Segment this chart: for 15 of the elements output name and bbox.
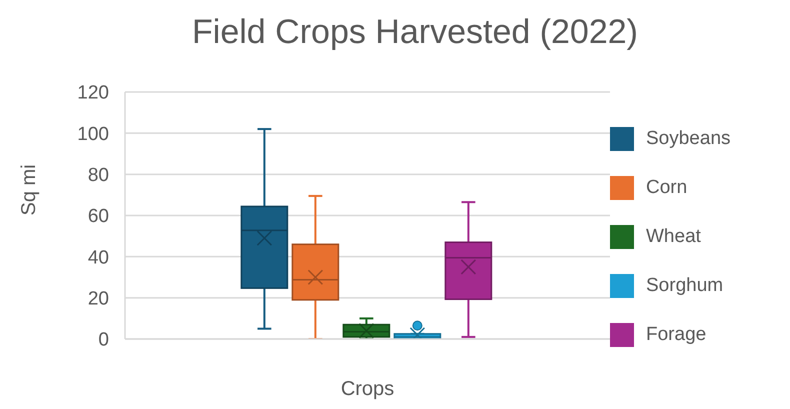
legend-label: Soybeans [646, 128, 731, 149]
y-axis-title: Sq mi [18, 164, 40, 216]
y-tick-label: 0 [98, 330, 109, 351]
legend-label: Sorghum [646, 275, 724, 296]
legend-label: Corn [646, 177, 688, 198]
y-tick-label: 80 [88, 165, 109, 186]
y-tick-label: 100 [77, 124, 109, 145]
legend-label: Forage [646, 324, 706, 345]
y-tick-label: 20 [88, 288, 109, 310]
chart-title: Field Crops Harvested (2022) [191, 12, 639, 53]
y-tick-label: 120 [77, 82, 109, 104]
x-axis-title: Crops [340, 378, 394, 400]
y-tick-label: 40 [88, 247, 109, 268]
legend-label: Wheat [646, 226, 701, 247]
y-tick-label: 60 [88, 206, 109, 228]
